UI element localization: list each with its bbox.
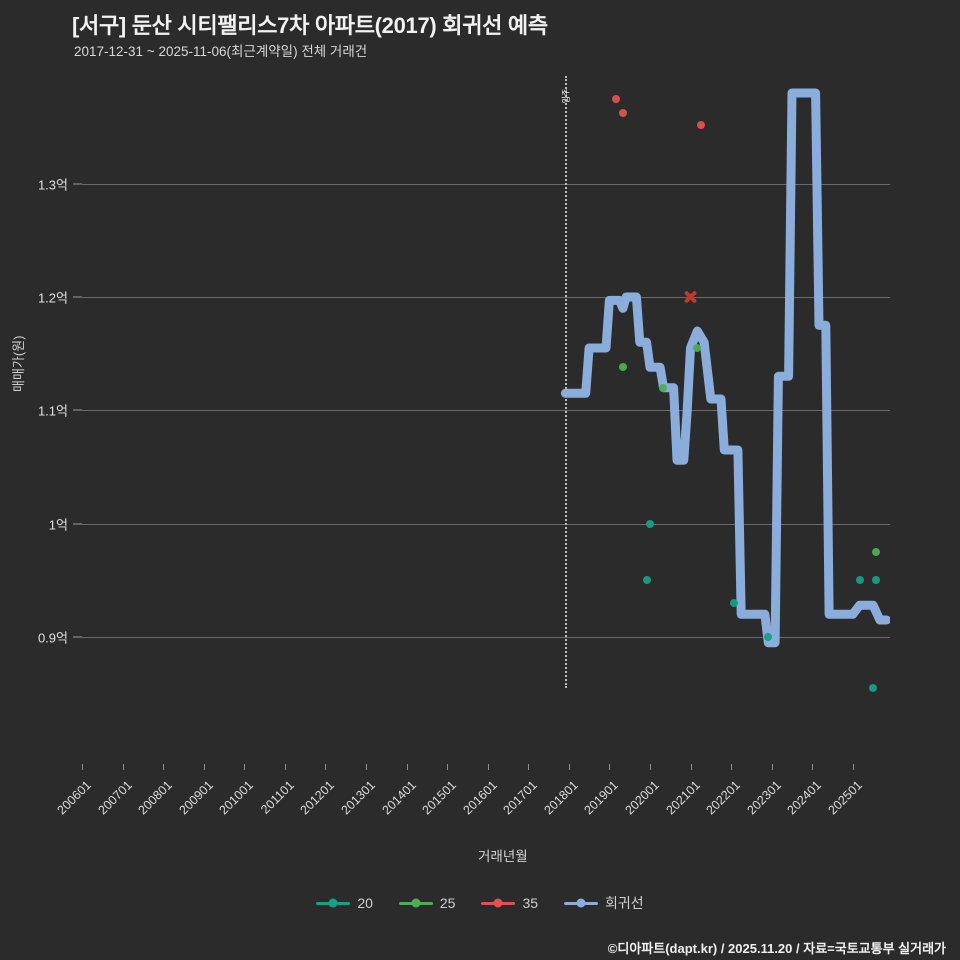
x-axis-tick <box>203 764 205 770</box>
chart-legend: 20 25 35 회귀선 <box>0 893 960 913</box>
gridline-y <box>82 637 890 638</box>
x-axis-tick <box>122 764 124 770</box>
legend-dot-icon <box>493 898 503 908</box>
x-axis-tick <box>812 764 814 770</box>
plot-area: 1.3억 1.2억 1.1억 1억 0.9억 200601 200701 200801 2009… <box>38 76 890 817</box>
x-axis-tick <box>447 764 449 770</box>
y-axis-tick <box>73 523 82 525</box>
legend-label: 회귀선 <box>605 895 644 911</box>
y-axis-tick <box>73 296 82 298</box>
legend-swatch-icon <box>316 898 351 908</box>
legend-item-20[interactable]: 20 <box>316 895 373 911</box>
x-axis-tick <box>649 764 651 770</box>
x-axis-tick-label: 202501 <box>825 778 865 818</box>
regression-line <box>560 88 890 648</box>
x-axis-tick <box>406 764 408 770</box>
gridline-y <box>82 410 890 412</box>
scatter-point <box>612 94 621 103</box>
legend-dot-icon <box>411 898 421 908</box>
legend-item-25[interactable]: 25 <box>398 895 456 911</box>
x-axis-label: 거래년월 <box>478 849 528 864</box>
legend-item-회귀선[interactable]: 회귀선 <box>564 893 644 913</box>
gridline-y <box>82 523 890 525</box>
scatter-point <box>642 576 651 585</box>
legend-label: 35 <box>522 895 539 911</box>
scatter-point <box>659 383 668 392</box>
x-axis-tick <box>82 764 83 770</box>
legend-dot-icon <box>576 898 586 908</box>
x-axis-tick <box>690 764 692 770</box>
y-axis-label: 매매가(원) <box>11 335 26 393</box>
gridline-y <box>82 183 890 185</box>
x-axis-tick <box>487 764 489 770</box>
y-axis-tick <box>73 409 82 411</box>
x-axis-tick <box>244 764 246 770</box>
scatter-point <box>855 576 864 585</box>
scatter-point <box>730 599 739 607</box>
chart-subtitle: 2017-12-31 ~ 2025-11-06(최근계약일) 전체 거래건 <box>74 44 368 59</box>
page-title: [서구] 둔산 시티팰리스7차 아파트(2017) 회귀선 예측 <box>72 13 548 38</box>
y-axis-tick-label: 1.1억 <box>37 403 68 419</box>
scatter-point <box>696 120 705 129</box>
x-axis-tick <box>163 764 165 770</box>
x-axis-tick <box>325 764 327 770</box>
y-axis-tick <box>73 636 82 638</box>
legend-item-35[interactable]: 35 <box>481 895 538 911</box>
legend-swatch-icon <box>564 898 599 908</box>
move-in-marker-line <box>565 76 568 688</box>
scatter-point <box>693 344 702 352</box>
x-axis-tick <box>365 764 367 770</box>
x-axis-tick <box>284 764 286 770</box>
scatter-point-outlier <box>683 290 698 305</box>
x-axis-tick <box>568 764 570 770</box>
x-axis-tick <box>771 764 773 770</box>
scatter-point <box>645 519 654 528</box>
scatter-point <box>618 363 627 372</box>
legend-label: 20 <box>357 895 373 911</box>
y-axis-tick-label: 0.9억 <box>37 630 68 646</box>
x-axis-tick <box>852 764 854 770</box>
scatter-point <box>869 684 878 692</box>
scatter-point <box>618 109 627 118</box>
scatter-point <box>764 633 773 641</box>
scatter-point <box>872 576 881 585</box>
y-axis-tick <box>73 183 82 185</box>
gridline-y <box>82 297 890 298</box>
y-axis-tick-label: 1.3억 <box>37 177 68 193</box>
scatter-point <box>872 548 881 556</box>
legend-dot-icon <box>328 898 338 908</box>
y-axis-tick-label: 1.2억 <box>37 290 68 306</box>
footer-credit: ©디아파트(dapt.kr) / 2025.11.20 / 자료=국토교통부 실… <box>607 941 946 956</box>
legend-swatch-icon <box>481 898 516 908</box>
legend-swatch-icon <box>398 898 433 908</box>
x-axis-tick <box>609 764 611 770</box>
y-axis-tick-label: 1억 <box>48 517 68 533</box>
x-axis-tick <box>528 764 530 770</box>
x-axis-tick <box>731 764 733 770</box>
legend-label: 25 <box>439 895 456 911</box>
